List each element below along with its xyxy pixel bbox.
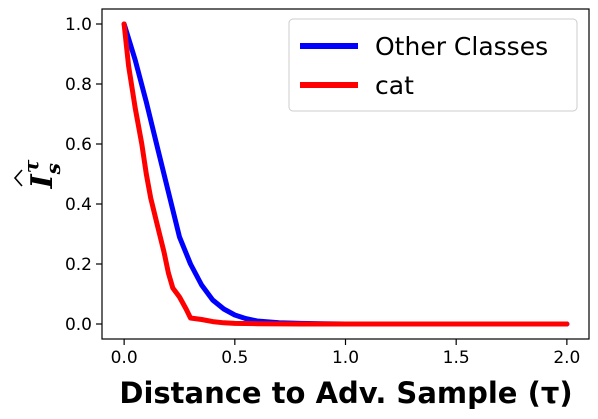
- y-axis-label-base: I: [25, 173, 60, 189]
- y-tick-label: 1.0: [65, 15, 92, 35]
- legend-label-cat: cat: [375, 71, 414, 100]
- x-tick-label: 0.5: [221, 348, 248, 368]
- legend-box: [288, 18, 578, 112]
- x-tick-label: 1.0: [332, 348, 359, 368]
- y-tick-label: 0.0: [65, 315, 92, 335]
- y-axis-label: Isτ: [13, 159, 65, 189]
- y-tick-label: 0.8: [65, 75, 92, 95]
- svg-text:Isτ: Isτ: [19, 159, 65, 189]
- legend-label-other-classes: Other Classes: [375, 32, 548, 61]
- x-tick-label: 0.0: [111, 348, 138, 368]
- axis-ticks: 0.0 0.5 1.0 1.5 2.0 0.0 0.2 0.4 0.6 0.8 1.0: [65, 15, 580, 368]
- x-axis-label: Distance to Adv. Sample (τ): [119, 376, 572, 410]
- y-axis-label-hat: [13, 169, 23, 187]
- y-axis-label-sub: s: [41, 163, 65, 175]
- series-line-cat: [121, 21, 570, 327]
- y-tick-label: 0.4: [65, 195, 92, 215]
- x-tick-label: 1.5: [443, 348, 470, 368]
- y-axis-label-sup: τ: [19, 159, 43, 173]
- x-tick-label: 2.0: [553, 348, 580, 368]
- y-tick-label: 0.6: [65, 135, 92, 155]
- legend: Other Classes cat: [288, 18, 578, 112]
- y-tick-label: 0.2: [65, 255, 92, 275]
- series-lines: [121, 21, 570, 327]
